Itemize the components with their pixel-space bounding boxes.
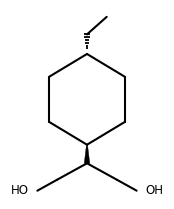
- Polygon shape: [84, 145, 90, 163]
- Text: HO: HO: [11, 184, 29, 197]
- Text: OH: OH: [145, 184, 163, 197]
